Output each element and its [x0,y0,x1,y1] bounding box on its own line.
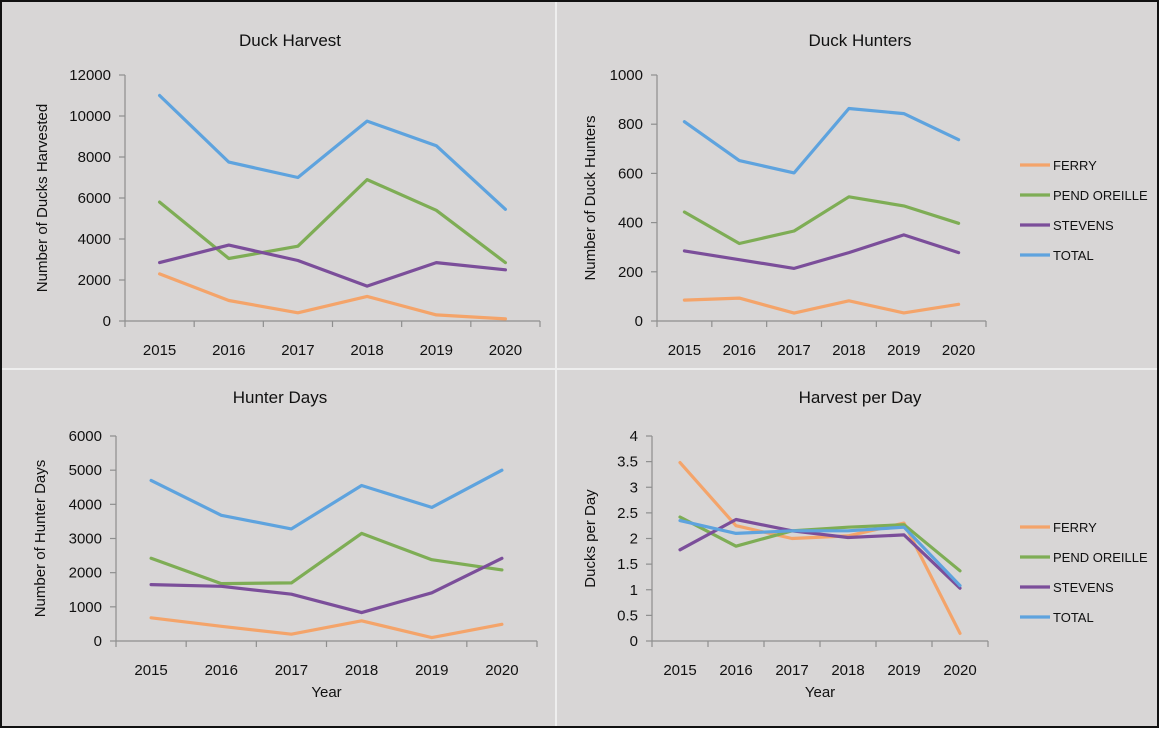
y-tick-label: 4000 [78,231,111,248]
series-line-total [149,468,504,531]
chart-title: Duck Hunters [809,31,912,50]
y-tick-label: 2000 [78,272,111,289]
y-tick-label: 2000 [69,565,102,582]
chart-title: Hunter Days [233,388,327,407]
series-line-total [158,93,507,211]
series-line-stevens [682,233,961,270]
legend-label: TOTAL [1053,248,1094,263]
y-tick-label: 3 [630,479,638,496]
y-tick-label: 1.5 [617,556,638,573]
y-tick-label: 1000 [610,67,643,84]
y-tick-label: 2 [630,531,638,548]
x-tick-label: 2020 [943,662,976,679]
y-tick-label: 6000 [69,428,102,445]
y-tick-label: 6000 [78,190,111,207]
x-tick-label: 2017 [281,342,314,359]
x-tick-label: 2015 [143,342,176,359]
x-tick-label: 2018 [350,342,383,359]
series-line-ferry [149,616,504,640]
chart-title: Harvest per Day [799,388,922,407]
series-line-pend-oreille [149,531,504,586]
x-tick-label: 2020 [485,662,518,679]
chart-panel-1: Duck Harvest 0 2000 4000 6000 8000 10000 12000 2… [34,31,541,359]
x-tick-label: 2019 [415,662,448,679]
chart-panel-4: Harvest per Day 0 0.5 1 1.5 2 2.5 3 3.5 4 2015 2016… [582,388,1148,701]
x-tick-label: 2018 [831,662,864,679]
series-line-pend-oreille [682,195,961,246]
x-tick-label: 2017 [777,342,810,359]
y-tick-label: 0.5 [617,607,638,624]
y-tick-label: 0 [103,313,111,330]
x-tick-label: 2018 [832,342,865,359]
y-tick-label: 1 [630,582,638,599]
series-line-ferry [678,461,962,635]
y-tick-label: 1000 [69,599,102,616]
y-axis-title: Number of Duck Hunters [582,115,599,280]
y-tick-label: 4 [630,428,638,445]
chart-panel-2: Duck Hunters 0 200 400 600 800 1000 2015 2016 201… [582,31,1148,359]
x-tick-label: 2015 [134,662,167,679]
legend-label: PEND OREILLE [1053,550,1148,565]
y-tick-label: 0 [94,633,102,650]
y-tick-label: 800 [618,116,643,133]
y-axis-title: Number of Ducks Harvested [34,104,51,292]
y-tick-label: 2.5 [617,505,638,522]
x-tick-label: 2015 [668,342,701,359]
x-tick-label: 2019 [420,342,453,359]
y-tick-label: 200 [618,264,643,281]
series-line-total [682,106,961,175]
x-tick-label: 2015 [663,662,696,679]
x-tick-label: 2017 [275,662,308,679]
x-axis-title: Year [805,684,835,701]
x-tick-label: 2016 [212,342,245,359]
x-tick-label: 2020 [489,342,522,359]
y-tick-label: 0 [630,633,638,650]
y-tick-label: 4000 [69,496,102,513]
x-axis-title: Year [311,684,341,701]
x-tick-label: 2019 [887,662,920,679]
x-tick-label: 2016 [205,662,238,679]
x-tick-label: 2016 [719,662,752,679]
y-tick-label: 600 [618,165,643,182]
chart-title: Duck Harvest [239,31,341,50]
y-tick-label: 3000 [69,531,102,548]
x-tick-label: 2018 [345,662,378,679]
x-tick-label: 2020 [942,342,975,359]
series-line-pend-oreille [678,515,962,573]
y-tick-label: 3.5 [617,454,638,471]
legend: FERRY PEND OREILLE STEVENS TOTAL [1020,158,1148,263]
series-line-ferry [682,296,961,315]
legend-label: STEVENS [1053,218,1114,233]
y-tick-label: 400 [618,215,643,232]
x-tick-label: 2016 [723,342,756,359]
legend: FERRY PEND OREILLE STEVENS TOTAL [1020,520,1148,625]
series-line-stevens [678,517,962,590]
y-tick-label: 12000 [69,67,111,84]
series-line-total [678,518,962,588]
y-tick-label: 5000 [69,462,102,479]
series-line-ferry [158,272,507,321]
legend-label: FERRY [1053,158,1097,173]
y-axis-title: Ducks per Day [582,489,599,588]
legend-label: STEVENS [1053,580,1114,595]
legend-label: TOTAL [1053,610,1094,625]
chart-panel-3: Hunter Days 0 1000 2000 3000 4000 5000 6000 2015… [32,388,538,701]
legend-label: FERRY [1053,520,1097,535]
series-line-stevens [149,556,504,615]
x-tick-label: 2019 [887,342,920,359]
series-line-stevens [158,243,507,288]
y-tick-label: 8000 [78,149,111,166]
y-axis-title: Number of Hunter Days [32,460,49,618]
y-tick-label: 0 [635,313,643,330]
x-tick-label: 2017 [775,662,808,679]
y-tick-label: 10000 [69,108,111,125]
legend-label: PEND OREILLE [1053,188,1148,203]
